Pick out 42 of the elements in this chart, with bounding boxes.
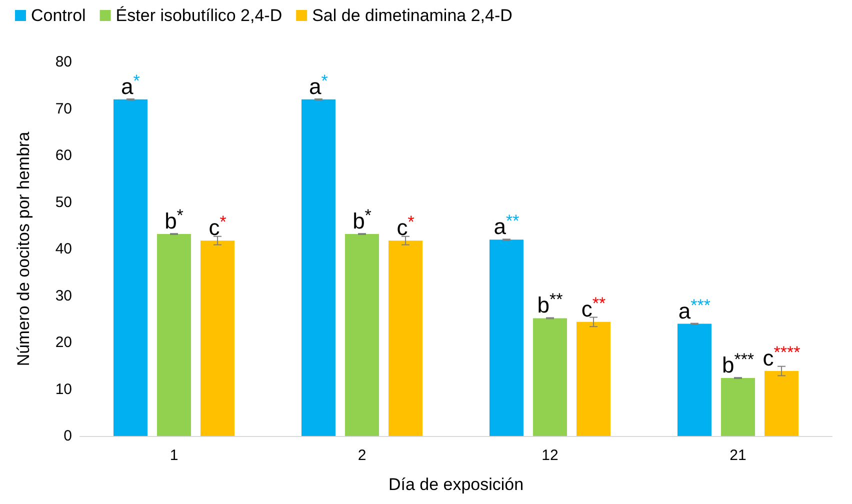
data-label: a*** [678,296,711,324]
y-tick-label: 60 [55,147,72,164]
y-tick-label: 80 [55,54,72,70]
y-tick-label: 20 [55,334,72,351]
y-axis-title: Número de oocitos por hembra [14,131,33,366]
bar [576,322,611,436]
bar [677,324,712,436]
bar [764,371,799,436]
data-label: a* [121,71,140,99]
legend-label: Sal de dimetinamina 2,4-D [312,6,512,25]
x-axis-title: Día de exposición [388,475,524,494]
data-label: c* [396,212,415,240]
x-tick-label: 2 [358,447,366,464]
bar [533,318,567,436]
y-tick-label: 70 [55,100,72,118]
y-tick-label: 10 [55,380,72,398]
bar [200,240,235,436]
y-tick-label: 40 [55,240,72,258]
legend-label: Éster isobutílico 2,4-D [116,6,282,25]
data-label: a* [309,71,328,99]
bar [721,378,755,436]
y-tick-label: 0 [64,428,72,444]
data-label: b* [352,206,372,234]
x-tick-label: 1 [170,447,178,464]
legend-label: Control [31,6,86,25]
bar [388,240,423,436]
data-label: b*** [722,350,754,378]
bar [301,99,336,436]
y-tick-label: 50 [55,194,72,211]
bar [489,240,524,436]
data-label: c** [581,294,606,322]
bar [345,234,379,436]
x-tick-label: 12 [542,447,558,464]
data-label: c* [208,212,227,240]
data-label: b** [537,290,564,318]
x-tick-label: 21 [730,447,746,464]
data-label: b* [164,206,184,234]
data-label: a** [494,212,520,240]
bar [113,99,148,436]
data-label: c**** [762,343,801,371]
y-tick-label: 30 [55,287,72,304]
bar [157,234,191,436]
